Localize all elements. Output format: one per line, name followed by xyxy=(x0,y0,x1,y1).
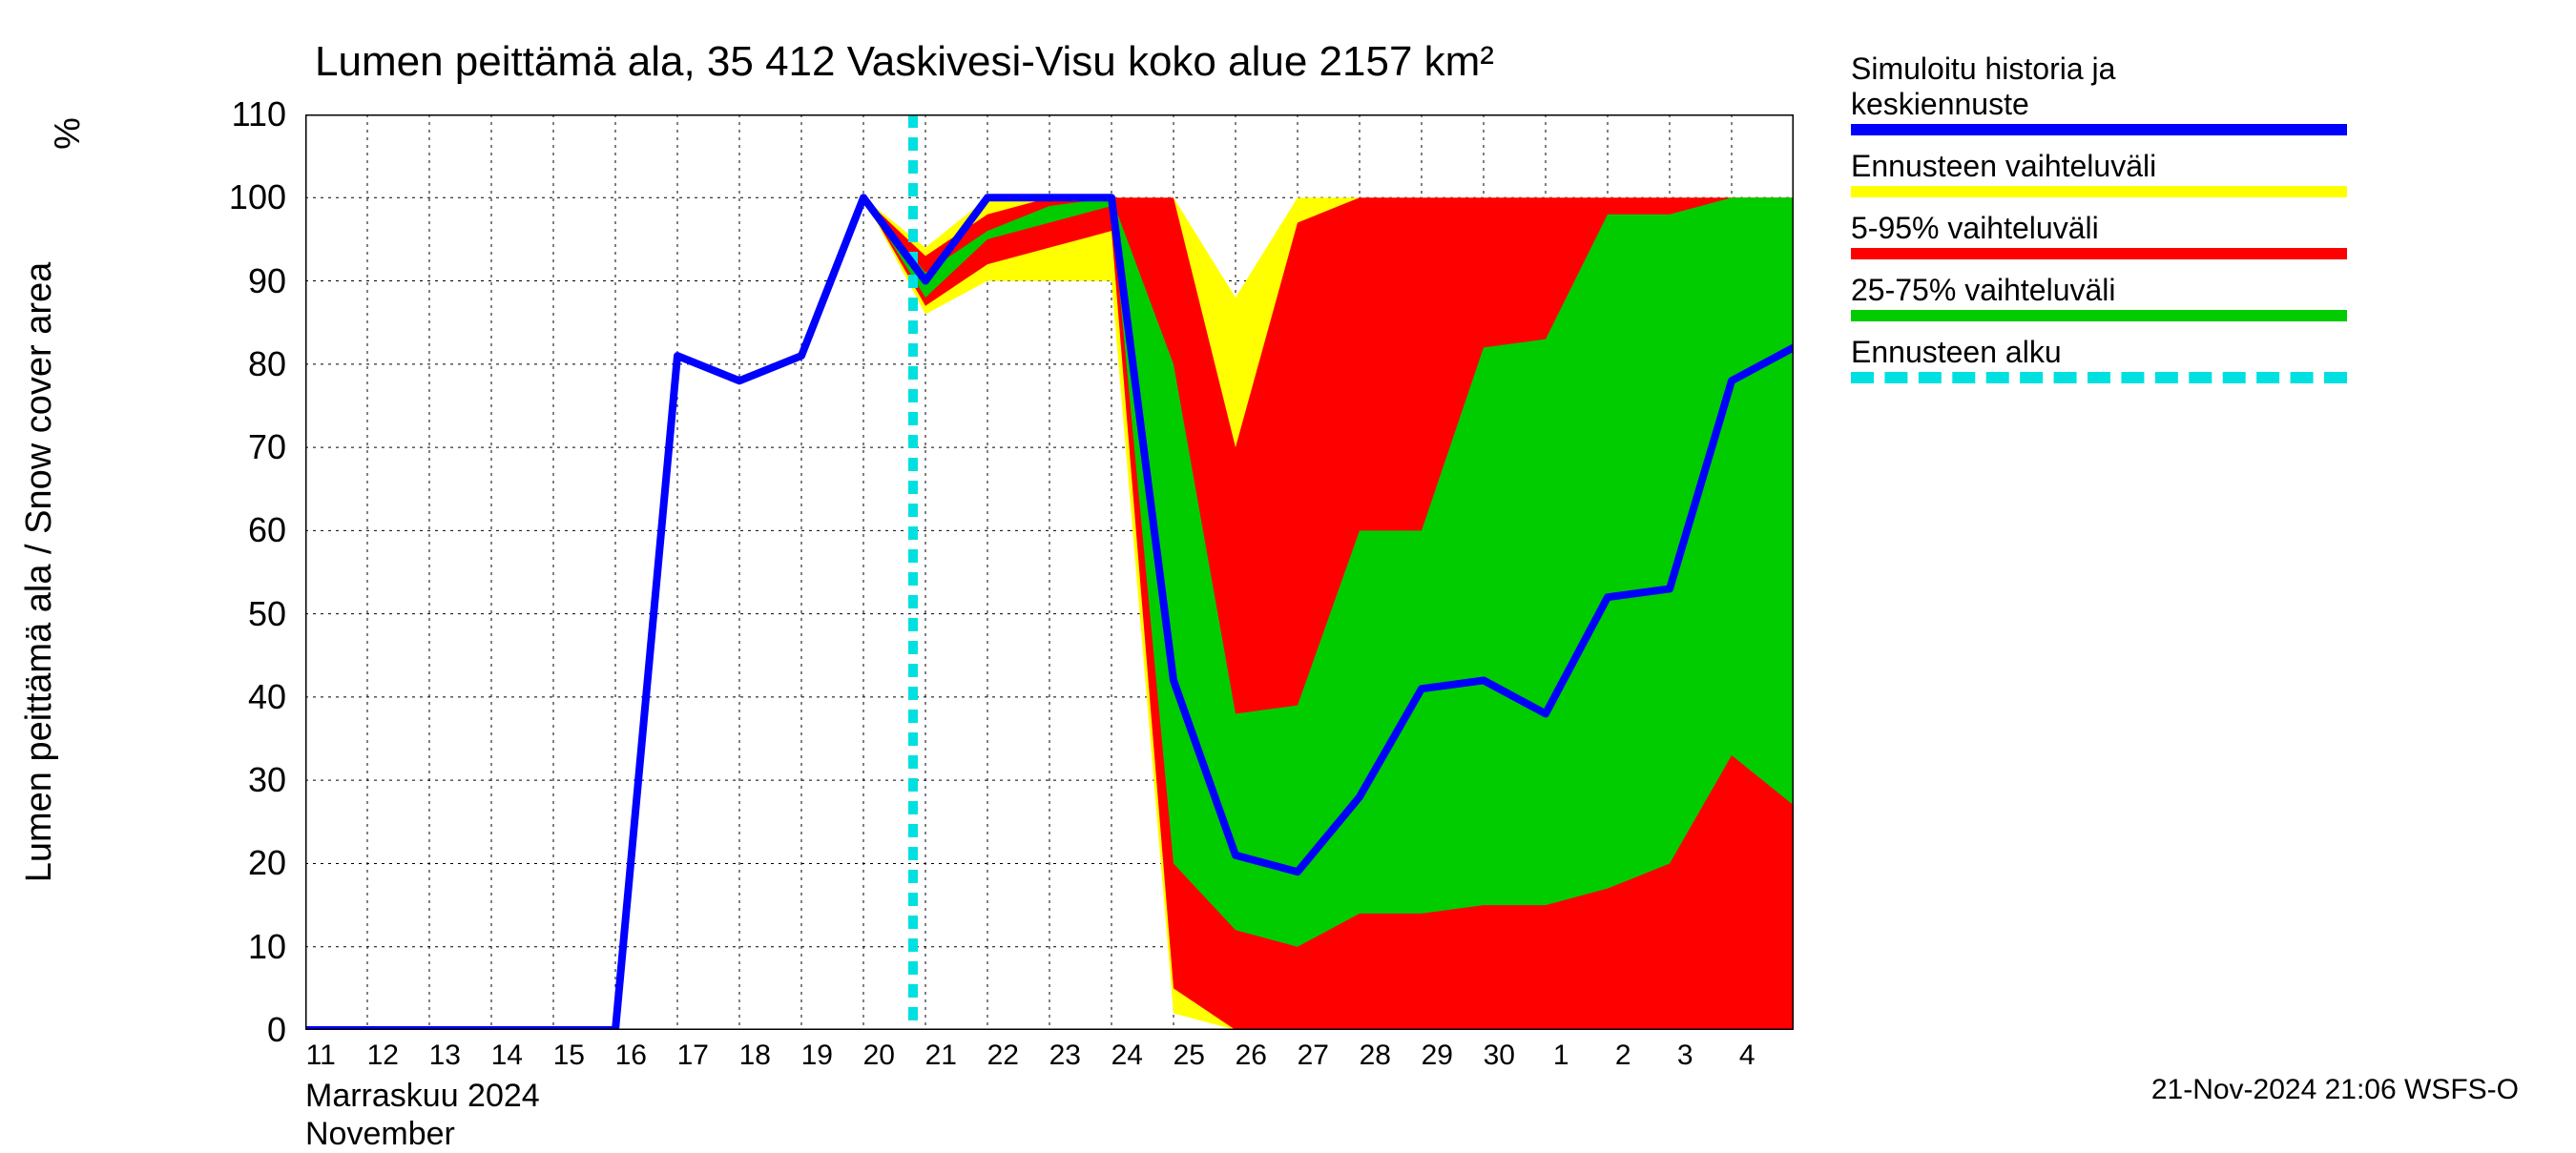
x-tick-label: 3 xyxy=(1677,1040,1693,1072)
legend-item-25-75: 25-75% vaihteluväli xyxy=(1851,273,2538,321)
y-tick-label: 20 xyxy=(191,843,286,883)
y-tick-label: 90 xyxy=(191,261,286,301)
chart-svg xyxy=(305,114,1794,1030)
x-tick-label: 25 xyxy=(1174,1040,1205,1072)
y-tick-label: 50 xyxy=(191,594,286,634)
x-tick-label: 28 xyxy=(1360,1040,1391,1072)
x-tick-label: 14 xyxy=(491,1040,523,1072)
y-axis-unit: % xyxy=(48,117,89,150)
x-axis-month-en: November xyxy=(305,1116,455,1153)
y-tick-label: 100 xyxy=(191,177,286,217)
legend-label: Ennusteen alku xyxy=(1851,335,2538,370)
legend-item-range: Ennusteen vaihteluväli xyxy=(1851,149,2538,197)
y-axis-label: Lumen peittämä ala / Snow cover area xyxy=(19,262,60,883)
y-axis-label-container: Lumen peittämä ala / Snow cover area % xyxy=(0,0,86,1144)
legend-item-5-95: 5-95% vaihteluväli xyxy=(1851,211,2538,259)
chart-container: Lumen peittämä ala, 35 412 Vaskivesi-Vis… xyxy=(0,0,2576,1144)
x-tick-label: 29 xyxy=(1422,1040,1453,1072)
legend-swatch-cyan xyxy=(1851,372,2347,383)
footer-timestamp: 21-Nov-2024 21:06 WSFS-O xyxy=(2151,1074,2519,1106)
x-tick-label: 20 xyxy=(863,1040,895,1072)
y-tick-label: 40 xyxy=(191,677,286,717)
x-tick-label: 19 xyxy=(801,1040,833,1072)
legend-label: 5-95% vaihteluväli xyxy=(1851,211,2538,246)
chart-title: Lumen peittämä ala, 35 412 Vaskivesi-Vis… xyxy=(315,38,1494,86)
x-tick-label: 24 xyxy=(1111,1040,1143,1072)
legend: Simuloitu historia ja keskiennuste Ennus… xyxy=(1851,51,2538,397)
plot-area: Marraskuu 2024 November xyxy=(305,114,1794,1030)
x-tick-label: 1 xyxy=(1553,1040,1569,1072)
y-tick-label: 30 xyxy=(191,760,286,800)
x-tick-label: 17 xyxy=(677,1040,709,1072)
x-tick-label: 4 xyxy=(1739,1040,1755,1072)
x-tick-label: 26 xyxy=(1236,1040,1267,1072)
x-axis-month-fi: Marraskuu 2024 xyxy=(305,1078,540,1115)
legend-item-simulated: Simuloitu historia ja keskiennuste xyxy=(1851,51,2538,135)
y-tick-label: 70 xyxy=(191,427,286,467)
x-tick-label: 27 xyxy=(1298,1040,1329,1072)
legend-label: 25-75% vaihteluväli xyxy=(1851,273,2538,308)
x-tick-label: 18 xyxy=(739,1040,771,1072)
legend-label: keskiennuste xyxy=(1851,87,2538,122)
legend-swatch-yellow xyxy=(1851,186,2347,197)
x-tick-label: 13 xyxy=(429,1040,461,1072)
x-tick-label: 11 xyxy=(306,1040,336,1072)
y-tick-label: 0 xyxy=(191,1010,286,1050)
x-tick-label: 15 xyxy=(553,1040,585,1072)
legend-label: Simuloitu historia ja xyxy=(1851,51,2538,87)
x-tick-label: 22 xyxy=(987,1040,1019,1072)
y-tick-label: 60 xyxy=(191,510,286,550)
legend-swatch-blue xyxy=(1851,124,2347,135)
legend-swatch-red xyxy=(1851,248,2347,259)
y-tick-label: 10 xyxy=(191,927,286,967)
x-tick-label: 21 xyxy=(925,1040,957,1072)
y-tick-label: 110 xyxy=(191,94,286,134)
legend-label: Ennusteen vaihteluväli xyxy=(1851,149,2538,184)
legend-item-forecast-start: Ennusteen alku xyxy=(1851,335,2538,383)
x-tick-label: 30 xyxy=(1484,1040,1515,1072)
x-tick-label: 23 xyxy=(1049,1040,1081,1072)
x-tick-label: 2 xyxy=(1615,1040,1631,1072)
legend-swatch-green xyxy=(1851,310,2347,321)
x-tick-label: 16 xyxy=(615,1040,647,1072)
x-tick-label: 12 xyxy=(367,1040,399,1072)
y-tick-label: 80 xyxy=(191,344,286,384)
